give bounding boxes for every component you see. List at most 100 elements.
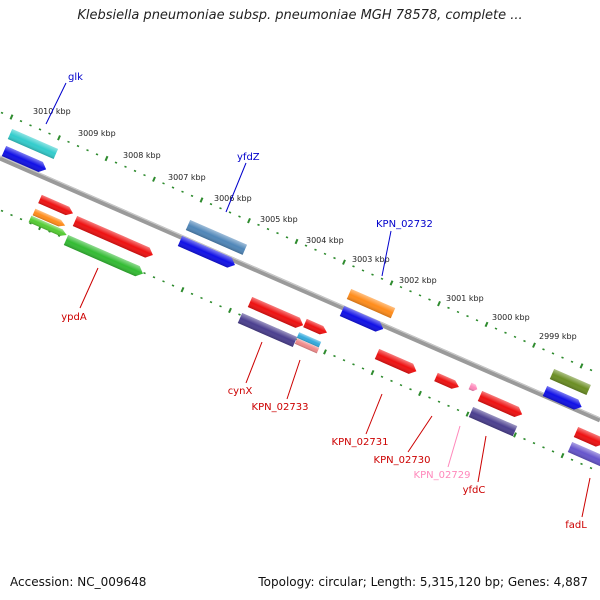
gene-feature[interactable] bbox=[294, 338, 320, 354]
kbp-label: 3006 kbp bbox=[214, 194, 252, 203]
minor-tick bbox=[323, 252, 327, 256]
major-tick bbox=[228, 307, 232, 314]
gene-feature[interactable] bbox=[32, 208, 67, 229]
minor-tick bbox=[86, 149, 89, 152]
gene-label[interactable]: KPN_02733 bbox=[252, 402, 309, 413]
gene-feature[interactable] bbox=[296, 332, 322, 348]
gene-arrow-shade bbox=[468, 406, 518, 437]
leader-line bbox=[447, 425, 461, 468]
minor-tick bbox=[456, 310, 460, 314]
gene-arrow-shade bbox=[477, 390, 523, 418]
gene-feature[interactable] bbox=[346, 288, 396, 319]
gene-feature[interactable] bbox=[303, 318, 329, 337]
minor-tick bbox=[143, 173, 146, 177]
gene-label[interactable]: KPN_02731 bbox=[332, 437, 389, 448]
gene-arrow-shade bbox=[573, 426, 600, 447]
leader-line bbox=[286, 359, 301, 400]
gene-arrow-shade bbox=[468, 382, 478, 392]
gene-label[interactable]: fadL bbox=[565, 520, 587, 531]
minor-tick bbox=[114, 161, 118, 164]
gene-label[interactable]: yfdZ bbox=[237, 152, 260, 163]
major-tick bbox=[513, 432, 517, 438]
genome-backbone-shade bbox=[0, 155, 600, 419]
leader-line bbox=[45, 82, 67, 125]
label-leaders bbox=[45, 82, 591, 518]
minor-tick bbox=[143, 271, 146, 275]
gene-feature[interactable] bbox=[237, 312, 298, 348]
gene-feature[interactable] bbox=[468, 406, 518, 437]
gene-feature[interactable] bbox=[374, 348, 419, 376]
gene-arrow-shade bbox=[185, 219, 248, 255]
minor-tick bbox=[276, 231, 279, 235]
major-tick bbox=[418, 390, 422, 397]
major-tick bbox=[437, 301, 441, 307]
accession-text: Accession: NC_009648 bbox=[10, 575, 147, 589]
major-tick bbox=[532, 342, 536, 348]
gene-feature[interactable] bbox=[177, 235, 237, 270]
minor-tick bbox=[447, 404, 450, 408]
minor-tick bbox=[238, 215, 241, 218]
minor-tick bbox=[257, 223, 260, 227]
gene-features[interactable] bbox=[1, 128, 600, 469]
gene-arrow-shade bbox=[38, 194, 73, 216]
gene-labels[interactable]: glk yfdZ KPN_02732 ypdA cynX KPN_02733 KPN_027… bbox=[61, 72, 587, 531]
minor-tick bbox=[19, 119, 23, 123]
gene-feature[interactable] bbox=[72, 215, 155, 260]
gene-arrow-shade bbox=[7, 128, 59, 160]
gene-feature[interactable] bbox=[247, 296, 306, 330]
gene-arrow-shade bbox=[1, 145, 47, 173]
gene-arrow-shade bbox=[72, 215, 153, 258]
leader-line bbox=[365, 393, 383, 435]
gene-label[interactable]: cynX bbox=[228, 386, 253, 397]
gene-arrow-shade bbox=[237, 312, 298, 348]
minor-tick bbox=[38, 128, 42, 131]
minor-tick bbox=[399, 285, 403, 289]
gene-label[interactable]: ypdA bbox=[61, 312, 87, 323]
minor-tick bbox=[342, 359, 346, 362]
kbp-label: 3009 kbp bbox=[78, 129, 116, 138]
minor-tick bbox=[447, 306, 450, 310]
minor-tick bbox=[390, 379, 393, 383]
gene-feature[interactable] bbox=[542, 385, 584, 412]
gene-feature[interactable] bbox=[7, 128, 59, 160]
gene-feature[interactable] bbox=[185, 219, 248, 255]
gene-feature[interactable] bbox=[567, 441, 600, 469]
minor-tick bbox=[399, 383, 403, 387]
gene-feature[interactable] bbox=[477, 390, 525, 419]
minor-tick bbox=[200, 296, 203, 300]
minor-tick bbox=[551, 450, 555, 453]
map-title: Klebsiella pneumoniae subsp. pneumoniae … bbox=[77, 8, 523, 23]
gene-label[interactable]: KPN_02732 bbox=[376, 219, 433, 230]
major-tick bbox=[465, 411, 470, 417]
minor-tick bbox=[333, 256, 336, 260]
gene-arrow-shade bbox=[339, 305, 384, 332]
minor-tick bbox=[409, 290, 412, 293]
minor-tick bbox=[219, 207, 222, 210]
gene-feature[interactable] bbox=[1, 145, 49, 174]
gene-feature[interactable] bbox=[549, 368, 591, 396]
gene-feature[interactable] bbox=[434, 372, 461, 391]
gene-label[interactable]: KPN_02730 bbox=[374, 455, 431, 466]
minor-tick bbox=[523, 437, 526, 441]
minor-tick bbox=[380, 375, 384, 378]
gene-arrow-shade bbox=[294, 338, 320, 354]
gene-feature[interactable] bbox=[63, 234, 145, 279]
gene-feature[interactable] bbox=[28, 215, 68, 238]
gene-label[interactable]: glk bbox=[68, 72, 83, 83]
gene-feature[interactable] bbox=[38, 194, 75, 218]
gene-label[interactable]: KPN_02729 bbox=[414, 470, 471, 481]
gene-arrow-shade bbox=[303, 318, 327, 335]
gene-arrow-shade bbox=[28, 215, 67, 236]
major-tick bbox=[323, 349, 327, 355]
minor-tick bbox=[437, 400, 441, 403]
gene-feature[interactable] bbox=[573, 426, 600, 449]
gene-feature[interactable] bbox=[468, 382, 479, 393]
gene-label[interactable]: yfdC bbox=[463, 485, 486, 496]
major-tick bbox=[180, 287, 185, 293]
minor-tick bbox=[285, 236, 289, 239]
minor-tick bbox=[333, 354, 336, 358]
gene-feature[interactable] bbox=[339, 305, 386, 334]
minor-tick bbox=[466, 314, 469, 318]
minor-tick bbox=[0, 111, 4, 115]
